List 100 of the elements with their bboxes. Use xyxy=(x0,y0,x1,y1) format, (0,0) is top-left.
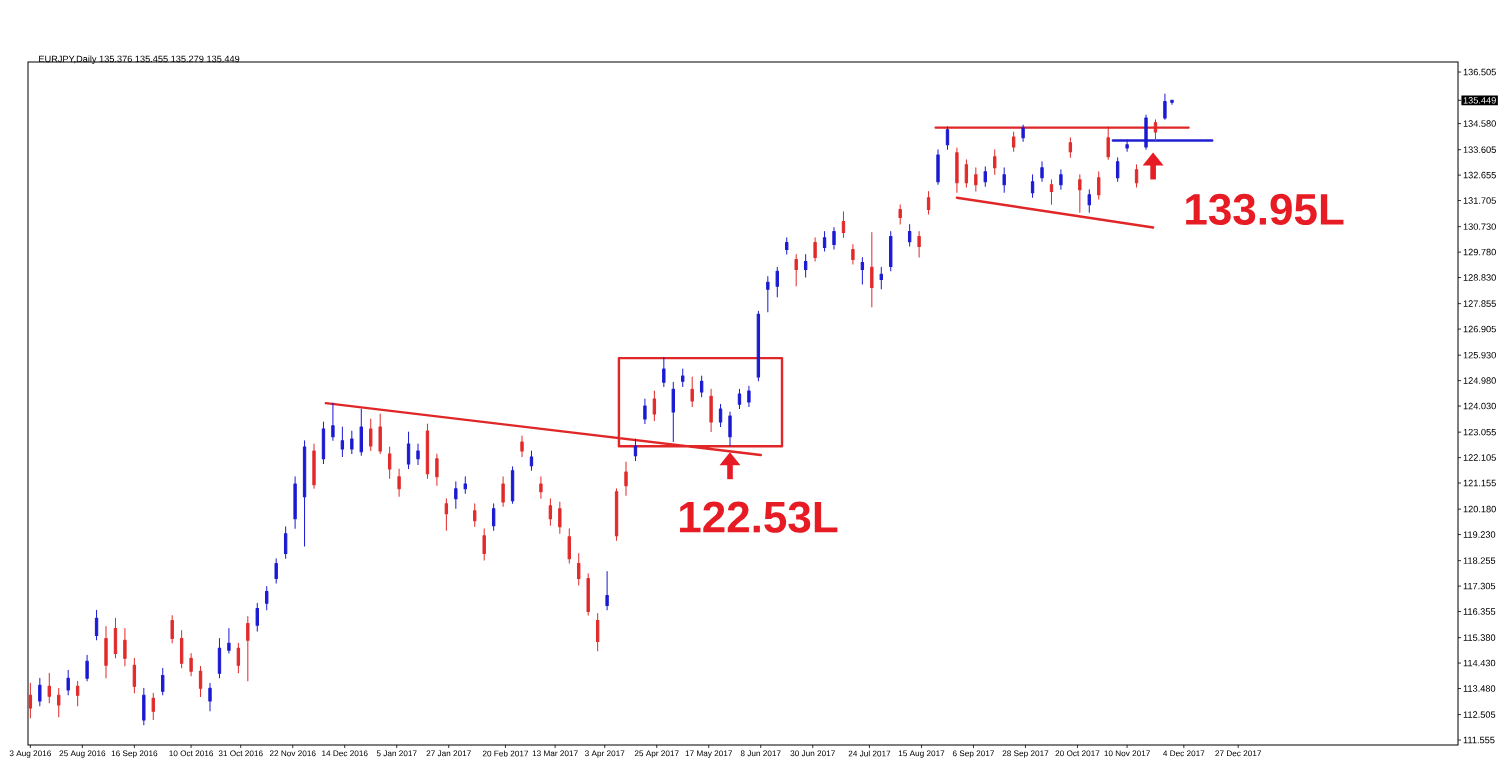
candlestick xyxy=(387,446,392,480)
candlestick xyxy=(709,388,713,433)
candlestick xyxy=(520,435,524,458)
y-tick-label: 122.105 xyxy=(1463,454,1496,461)
candlestick xyxy=(94,609,99,641)
y-tick-label: 132.655 xyxy=(1463,171,1496,179)
annotation: 133.95L xyxy=(1186,193,1344,226)
chart-title: EURJPY,Daily 135.376 135.455 135.279 135.449 xyxy=(39,55,240,64)
y-tick-label: 121.155 xyxy=(1463,479,1496,487)
candlestick xyxy=(699,375,704,398)
candlestick xyxy=(66,669,70,696)
candlestick xyxy=(265,586,269,611)
candlestick xyxy=(208,682,212,712)
candlestick xyxy=(255,602,259,632)
candlestick xyxy=(302,440,307,548)
candlestick xyxy=(558,501,562,535)
candlestick xyxy=(898,204,902,226)
x-tick-label: 27 Jan 2017 xyxy=(426,750,471,757)
y-tick-label: 115.380 xyxy=(1463,634,1496,641)
candlestick xyxy=(737,388,742,410)
candlestick xyxy=(889,230,893,272)
candlestick xyxy=(1097,171,1101,201)
y-tick-label: 131.705 xyxy=(1463,197,1496,204)
candlestick xyxy=(473,503,477,528)
candlestick xyxy=(321,421,326,465)
y-tick-label: 112.505 xyxy=(1463,711,1496,718)
candlestick xyxy=(425,423,430,480)
x-tick-label: 4 Dec 2017 xyxy=(1163,750,1205,757)
candlestick xyxy=(227,628,231,654)
x-tick-label: 13 Mar 2017 xyxy=(532,750,578,757)
y-tick-label: 119.230 xyxy=(1463,531,1496,538)
x-tick-label: 6 Sep 2017 xyxy=(952,750,995,758)
candlestick xyxy=(75,680,80,707)
candlestick xyxy=(671,381,675,443)
candlestick xyxy=(104,625,108,679)
x-tick-label: 15 Aug 2017 xyxy=(898,750,945,758)
candlestick xyxy=(123,628,127,667)
y-tick-label: 120.180 xyxy=(1463,505,1496,513)
candlestick xyxy=(624,461,628,497)
candlestick xyxy=(416,443,420,466)
candlestick xyxy=(785,237,789,255)
candlestick xyxy=(718,403,723,428)
candlestick xyxy=(113,617,118,659)
candlestick xyxy=(397,468,401,498)
candlestick xyxy=(1163,93,1167,121)
x-tick-label: 28 Sep 2017 xyxy=(1002,750,1049,758)
candlestick xyxy=(832,226,836,250)
candlestick xyxy=(369,418,373,452)
candlestick xyxy=(406,431,411,470)
candlestick xyxy=(170,614,174,644)
candlestick xyxy=(917,230,921,258)
candlestick xyxy=(870,232,874,308)
candlestick xyxy=(1059,169,1063,191)
annotation: 122.53L xyxy=(680,501,838,533)
candlestick xyxy=(794,254,798,287)
candlestick xyxy=(47,672,51,704)
candlestick xyxy=(57,687,61,718)
candlestick xyxy=(350,430,354,455)
candlestick xyxy=(756,310,761,382)
candlestick xyxy=(1087,189,1091,214)
candlestick xyxy=(38,677,42,707)
y-tick-label: 111.555 xyxy=(1463,736,1495,744)
candlestick xyxy=(926,191,931,216)
candlestick xyxy=(331,402,335,442)
y-tick-label: 124.980 xyxy=(1463,377,1496,384)
x-tick-label: 5 Jan 2017 xyxy=(376,750,417,757)
candlestick xyxy=(595,613,600,652)
candlestick xyxy=(312,443,316,490)
candlestick xyxy=(1170,99,1174,106)
y-tick-label: 114.430 xyxy=(1463,659,1496,667)
candlestick xyxy=(179,629,184,669)
x-tick-label: 8 Jun 2017 xyxy=(740,750,781,757)
candlestick xyxy=(293,476,297,530)
y-tick-label: 129.780 xyxy=(1463,248,1496,256)
candlestick xyxy=(378,413,382,455)
candlestick xyxy=(246,615,250,682)
candlestick xyxy=(633,438,638,462)
x-tick-label: 17 May 2017 xyxy=(685,750,733,758)
candlestick xyxy=(1068,137,1073,159)
candlestick xyxy=(860,256,865,285)
candlestick xyxy=(189,652,193,677)
candlestick xyxy=(955,147,959,194)
candlestick xyxy=(454,481,458,510)
candlestick xyxy=(340,426,345,458)
candlestick xyxy=(983,166,987,188)
candlestick xyxy=(435,453,439,487)
candlestick xyxy=(198,665,203,698)
candlestick xyxy=(283,526,288,560)
candlestick xyxy=(1115,157,1120,183)
x-tick-label: 20 Oct 2017 xyxy=(1055,750,1100,757)
y-tick-label: 135.449 xyxy=(1463,97,1496,104)
candlestick xyxy=(1011,131,1016,153)
candlestick xyxy=(151,692,155,721)
candlestick xyxy=(142,687,146,726)
x-tick-label: 3 Apr 2017 xyxy=(584,750,625,758)
y-tick-label: 113.480 xyxy=(1463,685,1496,692)
candlestick xyxy=(1078,174,1082,214)
candlestick xyxy=(662,356,666,388)
x-tick-label: 14 Dec 2016 xyxy=(322,750,368,757)
candlestick xyxy=(85,654,89,682)
